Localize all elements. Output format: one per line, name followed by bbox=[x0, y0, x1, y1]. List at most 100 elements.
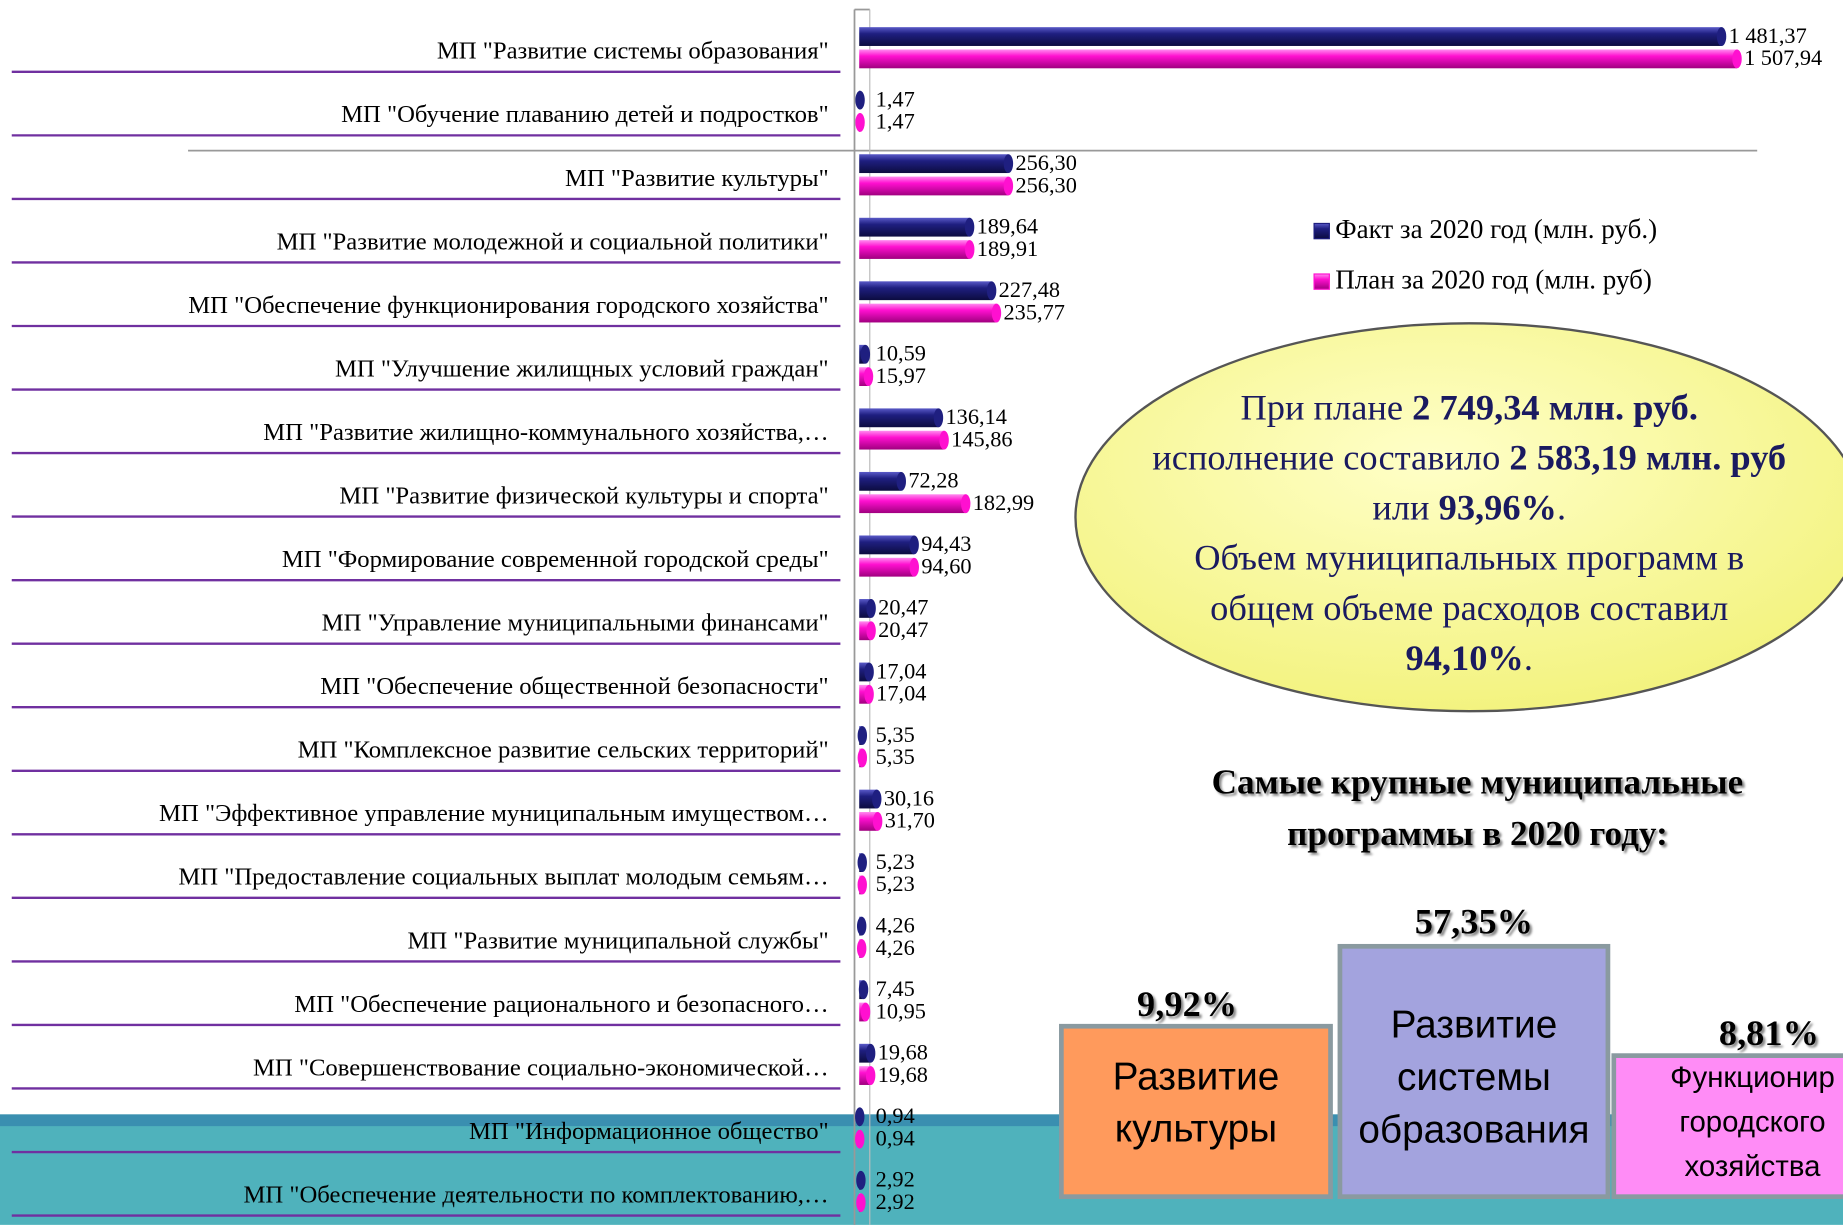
bar-cap bbox=[909, 557, 919, 577]
value-label: 2,92 bbox=[876, 1189, 915, 1214]
value-label: 5,35 bbox=[876, 744, 915, 769]
value-label: 5,35 bbox=[876, 722, 915, 747]
bar bbox=[859, 176, 1009, 196]
callout-text: или bbox=[1372, 488, 1438, 528]
bar-cap bbox=[909, 535, 919, 555]
bar-cap bbox=[855, 90, 865, 110]
section-title: программы в 2020 году: bbox=[1287, 814, 1668, 853]
program-label: образования bbox=[1358, 1108, 1589, 1151]
value-label: 2,92 bbox=[876, 1167, 915, 1192]
category-label: МП "Обучение плаванию детей и подростков… bbox=[341, 101, 829, 128]
value-label: 10,95 bbox=[876, 998, 926, 1023]
callout-text: . bbox=[1557, 488, 1566, 528]
value-label: 136,14 bbox=[946, 404, 1007, 429]
bar-cap bbox=[991, 303, 1002, 323]
section-title: Самые крупные муниципальные bbox=[1212, 762, 1744, 801]
bar bbox=[859, 1066, 871, 1085]
callout-text: Объем муниципальных программ в bbox=[1194, 538, 1744, 578]
bar bbox=[859, 494, 966, 514]
value-label: 182,99 bbox=[973, 490, 1034, 515]
callout-text: При плане bbox=[1240, 388, 1412, 428]
value-label: 30,16 bbox=[884, 785, 934, 810]
value-label: 1 507,94 bbox=[1744, 45, 1822, 70]
legend-label: Факт за 2020 год (млн. руб.) bbox=[1335, 214, 1657, 244]
value-label: 189,64 bbox=[977, 213, 1038, 238]
value-label: 19,68 bbox=[878, 1040, 928, 1065]
callout-line: При плане 2 749,34 млн. руб. bbox=[1240, 388, 1698, 428]
bar bbox=[859, 789, 877, 809]
bar bbox=[859, 684, 870, 704]
bar-cap bbox=[857, 875, 867, 895]
bar-cap bbox=[1716, 27, 1727, 46]
bar-cap bbox=[858, 980, 869, 1000]
callout-text: исполнение составило bbox=[1152, 438, 1509, 478]
value-label: 1 481,37 bbox=[1729, 23, 1807, 48]
value-label: 256,30 bbox=[1015, 172, 1076, 197]
bar bbox=[859, 621, 872, 641]
category-label: МП "Развитие жилищно-коммунального хозяй… bbox=[263, 419, 828, 446]
callout-ellipse bbox=[1074, 322, 1843, 713]
bar-cap bbox=[866, 621, 876, 641]
category-label: МП "Формирование современной городской с… bbox=[282, 546, 829, 573]
value-label: 5,23 bbox=[876, 849, 915, 874]
bar bbox=[859, 430, 945, 450]
value-label: 10,59 bbox=[876, 341, 926, 366]
bar-cap bbox=[1003, 176, 1014, 196]
bar-cap bbox=[965, 240, 975, 259]
value-label: 1,47 bbox=[876, 109, 915, 134]
bar-cap bbox=[864, 662, 874, 682]
callout-text: . bbox=[1524, 638, 1533, 678]
value-label: 7,45 bbox=[876, 976, 915, 1001]
category-label: МП "Информационное общество" bbox=[469, 1118, 829, 1145]
program-percent: 57,35% bbox=[1415, 902, 1533, 942]
callout-text: общем объеме расходов составил bbox=[1210, 588, 1728, 628]
value-label: 72,28 bbox=[908, 468, 958, 493]
program-label: хозяйства bbox=[1685, 1150, 1822, 1183]
program-box bbox=[1059, 1023, 1333, 1200]
legend-swatch bbox=[1313, 273, 1330, 290]
bar bbox=[859, 599, 872, 618]
program-label: Развитие bbox=[1113, 1055, 1280, 1098]
category-label: МП "Развитие физической культуры и спорт… bbox=[339, 482, 828, 509]
bar-cap bbox=[866, 599, 876, 618]
bar bbox=[859, 217, 970, 237]
value-label: 256,30 bbox=[1015, 150, 1076, 175]
bar bbox=[859, 154, 1009, 174]
category-label: МП "Развитие системы образования" bbox=[437, 38, 829, 65]
value-label: 94,60 bbox=[921, 554, 971, 579]
bar-cap bbox=[855, 113, 865, 132]
callout-line: общем объеме расходов составил bbox=[1210, 588, 1728, 628]
callout-line: 94,10%. bbox=[1405, 638, 1532, 678]
value-label: 227,48 bbox=[999, 277, 1060, 302]
callout-text: 2 583,19 млн. руб bbox=[1509, 438, 1786, 478]
category-label: МП "Обеспечение деятельности по комплект… bbox=[243, 1181, 828, 1208]
program-label: Развитие bbox=[1391, 1004, 1558, 1047]
category-label: МП "Управление муниципальными финансами" bbox=[322, 610, 829, 637]
bar-cap bbox=[1003, 154, 1014, 174]
bar-cap bbox=[986, 281, 997, 301]
value-label: 4,26 bbox=[876, 912, 915, 937]
bar bbox=[859, 471, 902, 491]
value-label: 19,68 bbox=[878, 1062, 928, 1087]
bar-cap bbox=[865, 1043, 876, 1063]
value-label: 5,23 bbox=[876, 871, 915, 896]
value-label: 145,86 bbox=[951, 426, 1012, 451]
callout-line: Объем муниципальных программ в bbox=[1194, 538, 1744, 578]
value-label: 189,91 bbox=[977, 236, 1038, 261]
category-label: МП "Развитие культуры" bbox=[565, 165, 829, 192]
program-percent: 8,81% bbox=[1719, 1013, 1819, 1053]
bar-cap bbox=[860, 1002, 871, 1022]
bar-cap bbox=[896, 471, 906, 491]
value-label: 15,97 bbox=[876, 363, 926, 388]
bar bbox=[859, 408, 939, 428]
value-label: 31,70 bbox=[885, 808, 935, 833]
program-label: Функционир bbox=[1670, 1061, 1835, 1094]
category-label: МП "Обеспечение общественной безопасност… bbox=[320, 673, 828, 700]
category-label: МП "Эффективное управление муниципальным… bbox=[159, 800, 829, 827]
program-box bbox=[1337, 943, 1611, 1200]
bar-cap bbox=[855, 1129, 865, 1149]
value-label: 1,47 bbox=[876, 86, 915, 111]
bar-cap bbox=[856, 939, 867, 958]
value-label: 94,43 bbox=[921, 531, 971, 556]
bar bbox=[859, 535, 915, 555]
